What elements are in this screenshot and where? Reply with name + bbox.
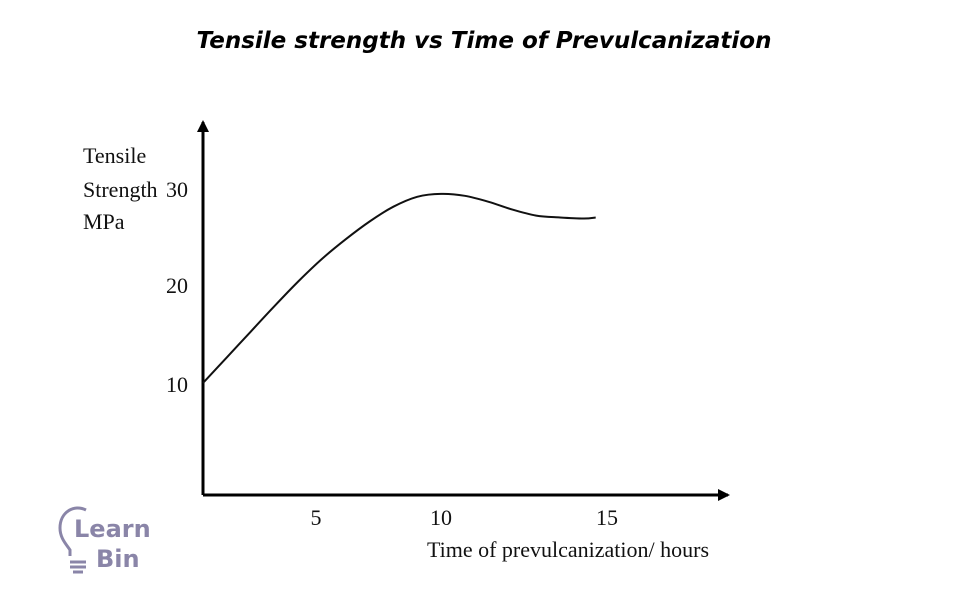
series-line xyxy=(202,192,596,384)
logo-text-learn: Learn xyxy=(74,515,151,543)
y-axis-label-line-1: Tensile xyxy=(83,143,146,168)
y-tick-label-30: 30 xyxy=(166,177,188,202)
learnbin-logo: Learn Bin xyxy=(56,502,176,578)
chart-title: Tensile strength vs Time of Prevulcaniza… xyxy=(196,28,772,54)
logo-text-bin: Bin xyxy=(96,545,140,573)
x-tick-label-5: 5 xyxy=(311,505,322,530)
x-tick-label-10: 10 xyxy=(430,505,452,530)
x-axis-label: Time of prevulcanization/ hours xyxy=(427,537,709,562)
y-axis-label-line-2: Strength xyxy=(83,177,158,202)
y-axis-label-line-3: MPa xyxy=(83,209,125,234)
y-tick-label-10: 10 xyxy=(166,372,188,397)
lightbulb-icon xyxy=(58,506,87,574)
y-tick-label-20: 20 xyxy=(166,273,188,298)
x-tick-label-15: 15 xyxy=(596,505,618,530)
